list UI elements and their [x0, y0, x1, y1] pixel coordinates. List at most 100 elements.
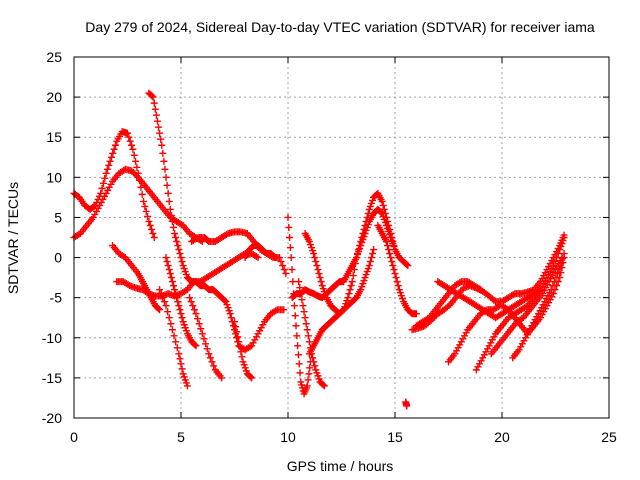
data-point — [481, 307, 489, 315]
data-point — [109, 149, 117, 157]
series-track-03 — [109, 242, 164, 314]
series-track-22 — [445, 302, 504, 366]
data-point — [124, 281, 132, 289]
data-point — [151, 105, 159, 113]
y-tick-label: 0 — [54, 250, 62, 266]
data-point — [552, 274, 560, 282]
data-point — [171, 229, 179, 237]
series-track-01 — [70, 165, 206, 246]
data-point — [227, 314, 235, 322]
data-point — [302, 320, 310, 328]
y-tick-label: -20 — [42, 410, 62, 426]
data-point — [141, 202, 149, 210]
data-point — [192, 342, 200, 350]
data-point — [350, 266, 358, 274]
data-point — [159, 149, 167, 157]
data-point — [382, 238, 390, 246]
y-tick-label: 10 — [46, 169, 62, 185]
data-point — [347, 282, 355, 290]
data-point — [287, 254, 295, 262]
data-point — [294, 351, 302, 359]
data-point — [156, 306, 164, 314]
data-point — [388, 234, 396, 241]
data-point — [403, 261, 411, 269]
data-point — [165, 197, 173, 205]
data-point — [126, 137, 134, 145]
data-point — [363, 213, 371, 221]
data-point — [352, 254, 360, 262]
axis-ticks — [73, 56, 610, 419]
data-point — [167, 211, 175, 219]
data-point — [301, 314, 309, 322]
data-point — [205, 350, 213, 358]
data-point — [378, 197, 386, 205]
data-point — [162, 302, 170, 310]
data-point — [490, 296, 498, 304]
data-point — [361, 221, 369, 229]
series-track-16 — [305, 246, 378, 358]
data-point — [168, 278, 176, 286]
data-point — [369, 250, 377, 258]
series-track-17 — [374, 221, 420, 318]
data-point — [381, 209, 389, 217]
y-tick-label: -10 — [42, 330, 62, 346]
y-axis-title: SDTVAR / TECUs — [5, 182, 21, 294]
data-point — [277, 258, 285, 266]
series-track-02 — [70, 128, 158, 241]
data-point — [560, 234, 568, 241]
data-point — [296, 284, 304, 292]
data-point — [125, 133, 133, 141]
data-point — [246, 343, 254, 351]
data-point — [192, 310, 200, 318]
data-point — [386, 250, 394, 258]
data-point — [193, 235, 201, 243]
data-point — [292, 322, 300, 330]
data-point — [477, 286, 485, 294]
data-point — [304, 332, 312, 340]
series-track-08 — [186, 294, 226, 382]
data-point — [172, 234, 180, 241]
data-point — [162, 173, 170, 181]
data-point — [176, 306, 184, 314]
data-point — [235, 338, 243, 346]
x-tick-label: 25 — [601, 429, 617, 445]
data-point — [233, 328, 241, 336]
data-point — [137, 183, 145, 191]
data-point — [279, 262, 287, 270]
data-point — [165, 314, 173, 322]
data-point — [286, 234, 294, 241]
data-point — [178, 365, 186, 373]
data-point — [155, 123, 163, 131]
data-point — [306, 364, 314, 372]
data-point — [412, 310, 420, 318]
data-point — [549, 290, 557, 298]
data-point — [177, 254, 185, 262]
data-point — [362, 217, 370, 225]
data-point — [148, 92, 156, 100]
data-point — [222, 230, 230, 238]
data-point — [110, 145, 118, 153]
x-axis-title: GPS time / hours — [287, 458, 394, 474]
data-point — [391, 270, 399, 278]
series-track-14 — [295, 278, 328, 390]
data-point — [155, 305, 163, 313]
data-point — [237, 348, 245, 356]
data-point — [315, 270, 323, 278]
data-point — [270, 253, 278, 261]
data-point — [312, 258, 320, 266]
data-point — [166, 270, 174, 278]
data-point — [355, 246, 363, 254]
data-point — [231, 318, 238, 326]
data-point — [394, 282, 402, 290]
data-point — [384, 242, 392, 250]
data-point — [156, 129, 164, 137]
data-point — [285, 223, 293, 231]
data-point — [166, 205, 174, 213]
plot-frame — [73, 56, 610, 419]
data-point — [161, 165, 169, 173]
data-point — [360, 225, 368, 233]
data-point — [173, 294, 181, 302]
data-point — [168, 326, 176, 334]
series-track-20 — [412, 278, 485, 330]
x-tick-label: 5 — [177, 429, 185, 445]
